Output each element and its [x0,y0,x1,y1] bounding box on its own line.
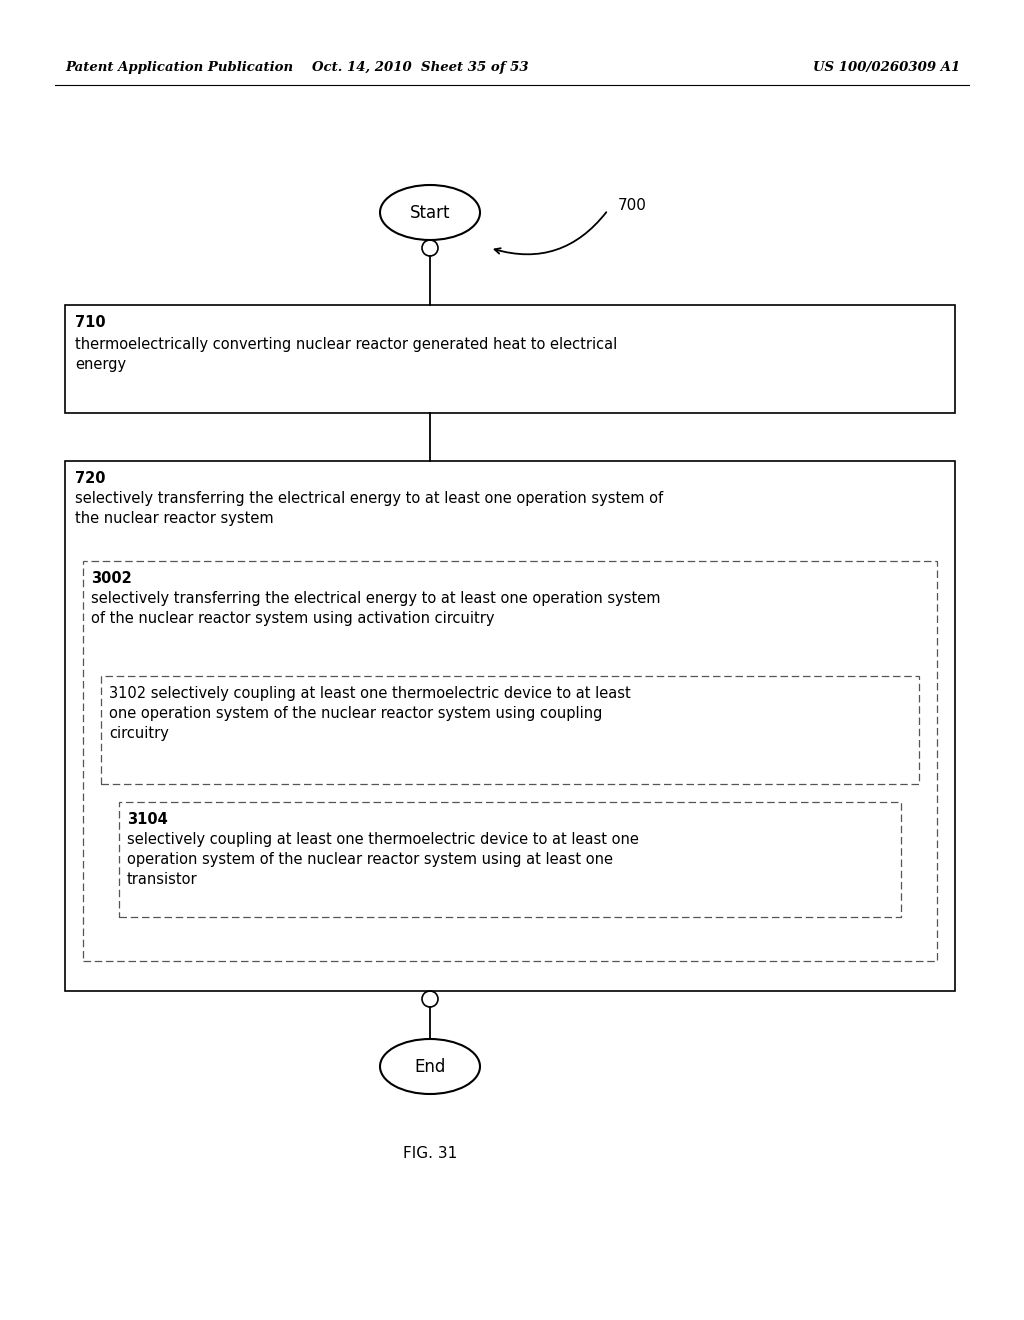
Text: 700: 700 [618,198,647,213]
Text: thermoelectrically converting nuclear reactor generated heat to electrical
energ: thermoelectrically converting nuclear re… [75,337,617,372]
Text: selectively transferring the electrical energy to at least one operation system
: selectively transferring the electrical … [91,591,660,626]
Text: Start: Start [410,203,451,222]
Text: 3102 selectively coupling at least one thermoelectric device to at least
one ope: 3102 selectively coupling at least one t… [109,686,631,741]
Bar [119,803,901,917]
Text: 720: 720 [75,471,105,486]
Text: US 100/0260309 A1: US 100/0260309 A1 [813,62,961,74]
Bar [101,676,919,784]
Text: 710: 710 [75,315,105,330]
Bar [65,305,955,413]
Text: End: End [415,1057,445,1076]
Text: 3104: 3104 [127,812,168,828]
Text: 3002: 3002 [91,572,132,586]
Text: Oct. 14, 2010  Sheet 35 of 53: Oct. 14, 2010 Sheet 35 of 53 [311,62,528,74]
Bar [65,461,955,991]
Text: FIG. 31: FIG. 31 [402,1147,457,1162]
Text: Patent Application Publication: Patent Application Publication [65,62,293,74]
Text: selectively coupling at least one thermoelectric device to at least one
operatio: selectively coupling at least one thermo… [127,832,639,887]
Bar [83,561,937,961]
Text: selectively transferring the electrical energy to at least one operation system : selectively transferring the electrical … [75,491,664,525]
